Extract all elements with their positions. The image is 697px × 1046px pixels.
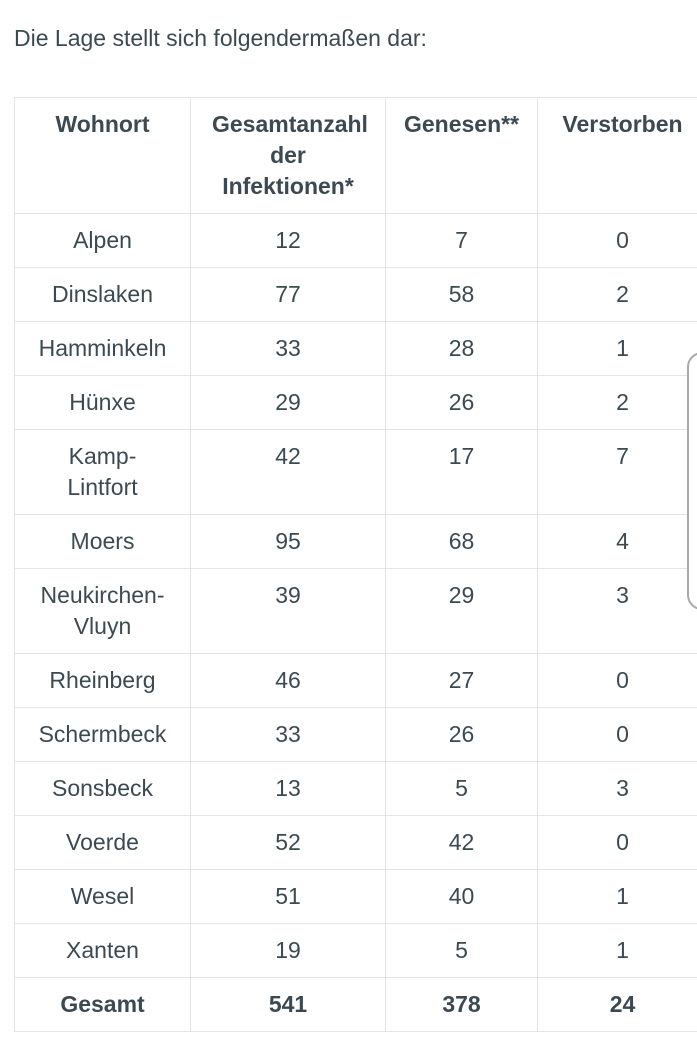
cell-verstorben: 7 <box>538 430 697 515</box>
table-row: Kamp-Lintfort 42 17 7 <box>15 430 697 515</box>
cell-genesen: 7 <box>386 214 538 268</box>
cell-genesen: 58 <box>386 268 538 322</box>
cell-genesen: 68 <box>386 515 538 569</box>
table-row: Voerde 52 42 0 <box>15 816 697 870</box>
cell-wohnort: Neukirchen-Vluyn <box>15 569 191 654</box>
cell-infektionen: 51 <box>191 870 386 924</box>
cell-genesen: 40 <box>386 870 538 924</box>
cell-genesen: 26 <box>386 708 538 762</box>
infections-table: Wohnort Gesamtanzahl der Infektionen* Ge… <box>14 97 697 1032</box>
cell-verstorben: 0 <box>538 654 697 708</box>
cell-total-label: Gesamt <box>15 978 191 1032</box>
column-header-wohnort: Wohnort <box>15 98 191 214</box>
cell-genesen: 5 <box>386 924 538 978</box>
cell-infektionen: 77 <box>191 268 386 322</box>
table-row: Dinslaken 77 58 2 <box>15 268 697 322</box>
cell-verstorben: 0 <box>538 816 697 870</box>
cell-infektionen: 29 <box>191 376 386 430</box>
cell-infektionen: 95 <box>191 515 386 569</box>
cell-genesen: 26 <box>386 376 538 430</box>
cell-wohnort: Sonsbeck <box>15 762 191 816</box>
cell-genesen: 29 <box>386 569 538 654</box>
cell-wohnort: Alpen <box>15 214 191 268</box>
table-row: Sonsbeck 13 5 3 <box>15 762 697 816</box>
scrollbar-thumb[interactable] <box>687 352 697 610</box>
cell-wohnort: Voerde <box>15 816 191 870</box>
table-row: Wesel 51 40 1 <box>15 870 697 924</box>
cell-infektionen: 12 <box>191 214 386 268</box>
table-body: Alpen 12 7 0 Dinslaken 77 58 2 Hamminkel… <box>15 214 697 1032</box>
cell-infektionen: 39 <box>191 569 386 654</box>
column-header-infektionen-label: Gesamtanzahl der Infektionen* <box>212 109 364 202</box>
cell-verstorben: 1 <box>538 322 697 376</box>
table-row: Rheinberg 46 27 0 <box>15 654 697 708</box>
table-row: Xanten 19 5 1 <box>15 924 697 978</box>
cell-verstorben: 1 <box>538 924 697 978</box>
cell-verstorben: 3 <box>538 569 697 654</box>
cell-genesen: 5 <box>386 762 538 816</box>
cell-wohnort: Schermbeck <box>15 708 191 762</box>
cell-verstorben: 2 <box>538 268 697 322</box>
table-header: Wohnort Gesamtanzahl der Infektionen* Ge… <box>15 98 697 214</box>
table-row: Moers 95 68 4 <box>15 515 697 569</box>
cell-infektionen: 13 <box>191 762 386 816</box>
cell-wohnort: Hünxe <box>15 376 191 430</box>
cell-genesen: 27 <box>386 654 538 708</box>
table-row: Neukirchen-Vluyn 39 29 3 <box>15 569 697 654</box>
table-row: Hamminkeln 33 28 1 <box>15 322 697 376</box>
cell-genesen: 42 <box>386 816 538 870</box>
cell-wohnort: Hamminkeln <box>15 322 191 376</box>
cell-verstorben: 3 <box>538 762 697 816</box>
cell-wohnort: Kamp-Lintfort <box>15 430 191 515</box>
table-row: Schermbeck 33 26 0 <box>15 708 697 762</box>
cell-verstorben: 1 <box>538 870 697 924</box>
table-row: Hünxe 29 26 2 <box>15 376 697 430</box>
column-header-genesen: Genesen** <box>386 98 538 214</box>
total-row: Gesamt 541 378 24 <box>15 978 697 1032</box>
column-header-verstorben: Verstorben <box>538 98 697 214</box>
cell-verstorben: 0 <box>538 708 697 762</box>
column-header-infektionen: Gesamtanzahl der Infektionen* <box>191 98 386 214</box>
intro-text: Die Lage stellt sich folgendermaßen dar: <box>14 22 683 55</box>
cell-total-infektionen: 541 <box>191 978 386 1032</box>
cell-genesen: 17 <box>386 430 538 515</box>
cell-wohnort: Xanten <box>15 924 191 978</box>
cell-infektionen: 42 <box>191 430 386 515</box>
cell-verstorben: 2 <box>538 376 697 430</box>
table-row: Alpen 12 7 0 <box>15 214 697 268</box>
cell-wohnort: Dinslaken <box>15 268 191 322</box>
cell-infektionen: 46 <box>191 654 386 708</box>
cell-wohnort: Rheinberg <box>15 654 191 708</box>
header-row: Wohnort Gesamtanzahl der Infektionen* Ge… <box>15 98 697 214</box>
cell-verstorben: 4 <box>538 515 697 569</box>
cell-verstorben: 0 <box>538 214 697 268</box>
cell-infektionen: 33 <box>191 708 386 762</box>
cell-genesen: 28 <box>386 322 538 376</box>
cell-total-genesen: 378 <box>386 978 538 1032</box>
cell-wohnort: Wesel <box>15 870 191 924</box>
cell-wohnort: Moers <box>15 515 191 569</box>
cell-total-verstorben: 24 <box>538 978 697 1032</box>
cell-infektionen: 52 <box>191 816 386 870</box>
cell-infektionen: 19 <box>191 924 386 978</box>
cell-infektionen: 33 <box>191 322 386 376</box>
